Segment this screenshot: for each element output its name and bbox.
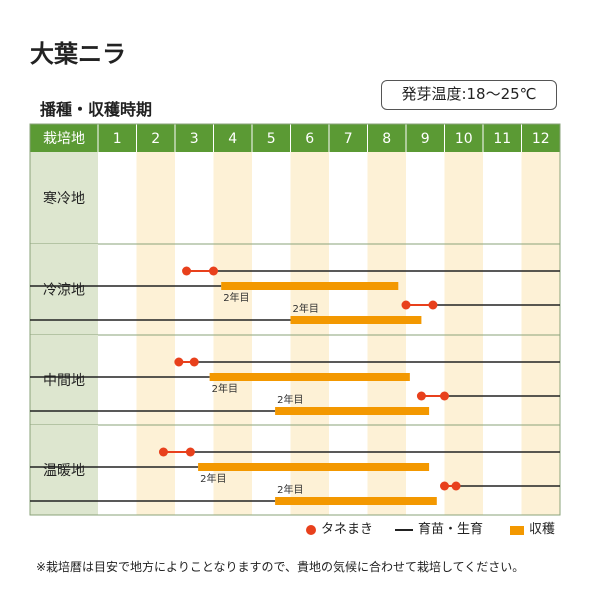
harvest-bar-icon — [510, 525, 524, 535]
month-label: 2 — [151, 131, 160, 147]
second-year-label: 2年目 — [277, 483, 303, 496]
harvest-bar — [198, 463, 430, 471]
legend-sowing-label: タネまき — [321, 522, 374, 537]
month-label: 12 — [532, 131, 550, 147]
legend-harvest-label: 収穫 — [529, 522, 556, 537]
second-year-label: 2年目 — [200, 472, 226, 485]
second-year-label: 2年目 — [212, 382, 238, 395]
sowing-dot — [174, 357, 184, 367]
sowing-dot-icon — [306, 525, 316, 535]
month-stripe — [367, 152, 406, 515]
month-stripe — [521, 152, 560, 515]
legend-sowing: タネまき — [306, 520, 373, 540]
region-label: 寒冷地 — [43, 190, 85, 207]
region-label: 中間地 — [43, 373, 85, 389]
legend-harvest: 収穫 — [510, 520, 555, 540]
sowing-dot — [182, 266, 192, 276]
month-label: 7 — [344, 131, 353, 147]
month-label: 1 — [113, 131, 122, 147]
month-stripe — [444, 152, 483, 515]
legend-growing-label: 育苗・生育 — [418, 522, 484, 537]
sowing-dot — [440, 481, 449, 491]
sowing-dot — [440, 391, 449, 401]
footnote: ※栽培暦は目安で地方によりことなりますので、貴地の気候に合わせて栽培してください… — [36, 560, 525, 574]
harvest-bar — [275, 497, 437, 505]
sowing-dot — [209, 266, 218, 276]
region-label: 冷涼地 — [43, 283, 85, 299]
second-year-label: 2年目 — [277, 393, 303, 406]
page-title: 大葉ニラ — [30, 40, 126, 68]
germination-temperature-badge: 発芽温度:18～25℃ — [381, 80, 557, 110]
sowing-dot — [185, 447, 195, 457]
month-label: 10 — [455, 131, 473, 147]
sowing-dot — [158, 447, 168, 457]
month-stripe — [136, 152, 175, 515]
region-label-cell — [30, 335, 98, 425]
month-label: 3 — [190, 131, 199, 147]
month-label: 11 — [493, 131, 511, 147]
second-year-label: 2年目 — [223, 291, 249, 304]
month-label: 6 — [305, 131, 314, 147]
month-label: 4 — [228, 131, 237, 147]
second-year-label: 2年目 — [293, 302, 319, 315]
harvest-bar — [290, 316, 422, 324]
growing-line-icon — [395, 529, 413, 531]
header-row — [30, 124, 560, 152]
sowing-dot — [189, 357, 199, 367]
month-label: 5 — [267, 131, 276, 147]
region-label-cell — [30, 425, 98, 515]
harvest-bar — [275, 407, 430, 415]
harvest-bar — [221, 282, 399, 290]
chart-subtitle: 播種・収穫時期 — [40, 100, 153, 119]
region-label: 温暖地 — [43, 463, 85, 479]
month-label: 8 — [382, 131, 391, 147]
month-stripe — [290, 152, 329, 515]
harvest-bar — [209, 373, 410, 381]
sowing-dot — [451, 481, 461, 491]
month-label: 9 — [421, 131, 430, 147]
sowing-dot — [401, 300, 411, 310]
header-label: 栽培地 — [43, 131, 85, 147]
sowing-dot — [416, 391, 426, 401]
month-stripe — [213, 152, 252, 515]
region-label-cell — [30, 152, 98, 244]
legend-growing: 育苗・生育 — [395, 520, 483, 540]
sowing-dot — [428, 300, 438, 310]
